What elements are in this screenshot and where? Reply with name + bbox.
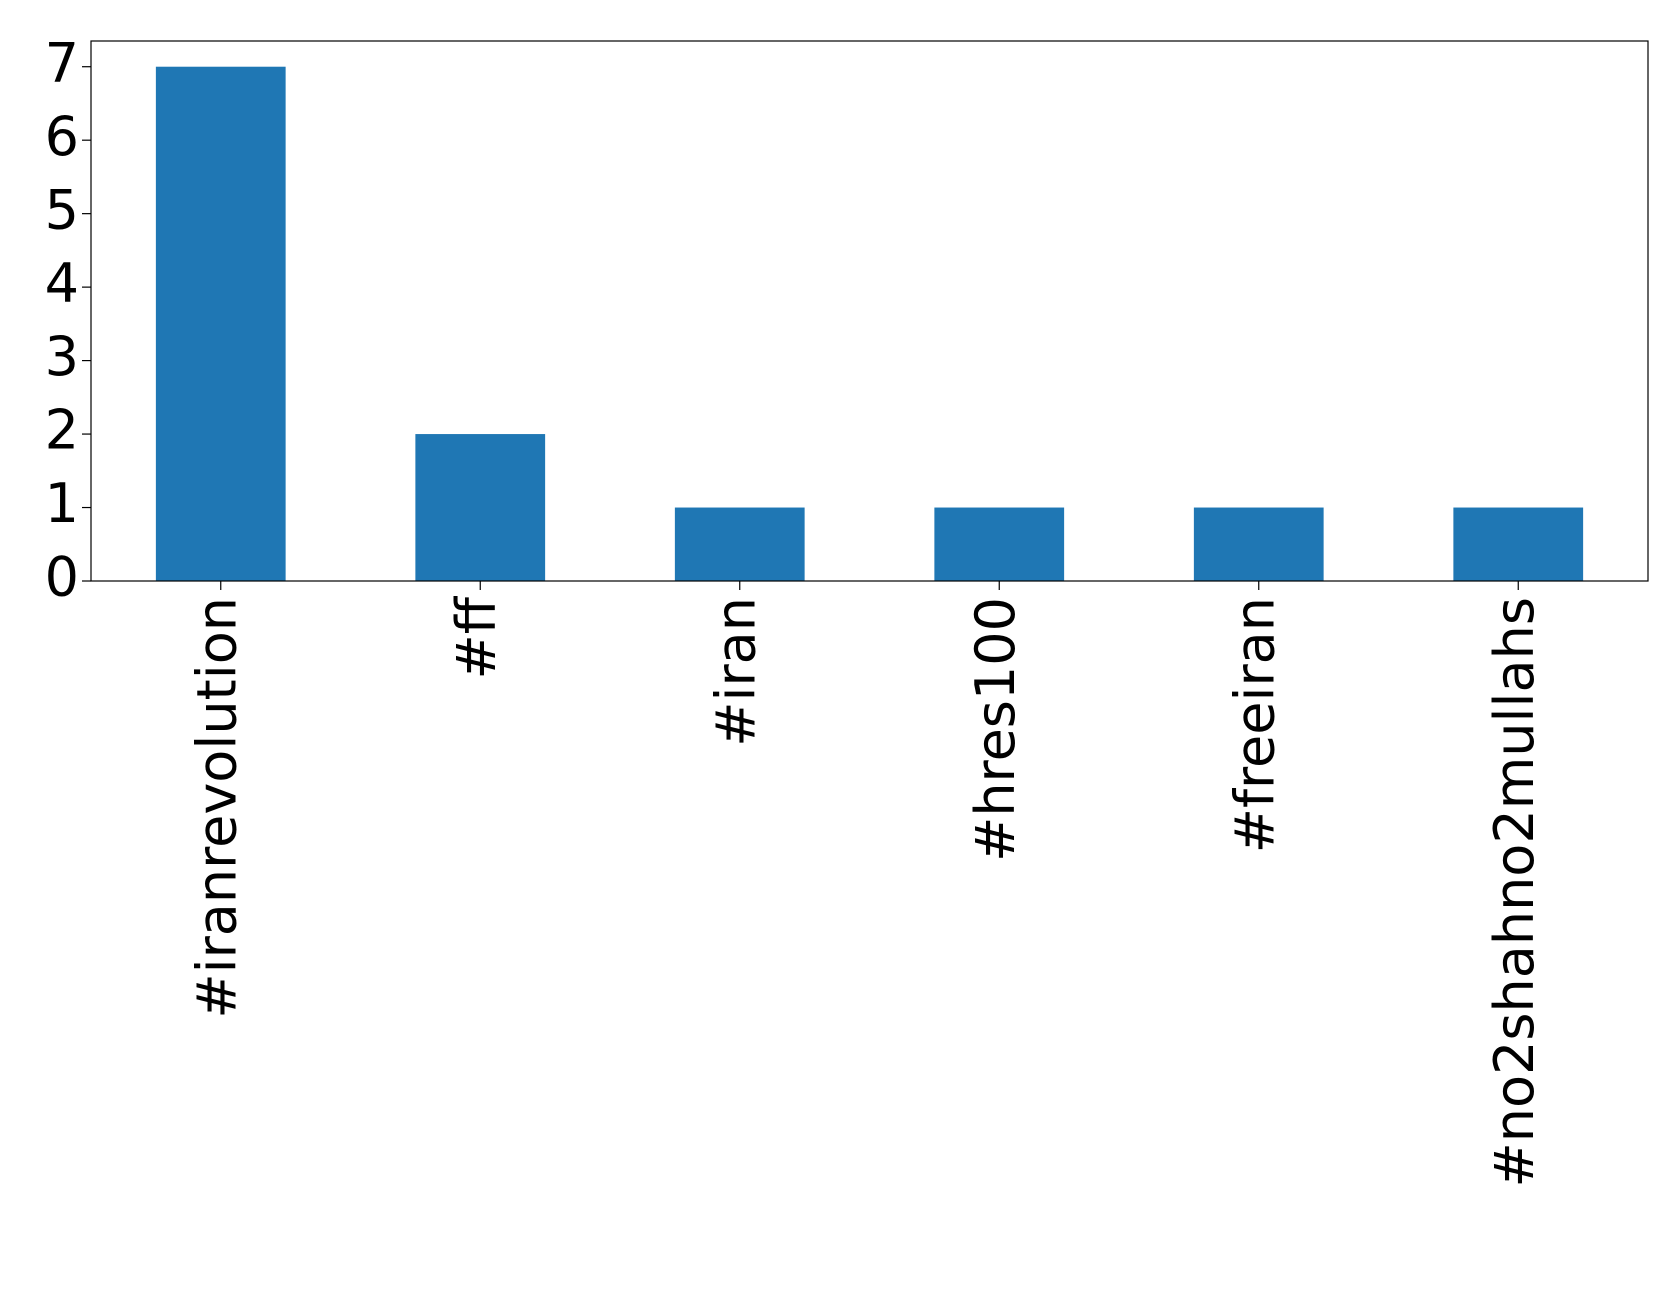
bar [674,507,805,581]
x-tick-label: #iran [704,597,767,747]
y-tick-label: 5 [45,178,79,241]
y-tick-label: 4 [45,252,79,315]
y-tick-label: 2 [45,399,79,462]
x-tick-label: #no2shahno2mullahs [1483,597,1546,1187]
bar [155,66,286,581]
plot-frame [90,40,1649,582]
y-tick-label: 7 [45,31,79,94]
x-tick-label: #freeiran [1223,597,1286,853]
bar [1193,507,1324,581]
y-tick-label: 1 [45,472,79,535]
bar [1453,507,1584,581]
bar [415,434,546,581]
y-tick-label: 0 [45,546,79,609]
y-tick-label: 3 [45,325,79,388]
x-tick-label: #hres100 [964,597,1027,862]
bar [934,507,1065,581]
y-tick-label: 6 [45,105,79,168]
x-tick-label: #ff [445,595,508,679]
x-tick-label: #iranrevolution [185,597,248,1019]
